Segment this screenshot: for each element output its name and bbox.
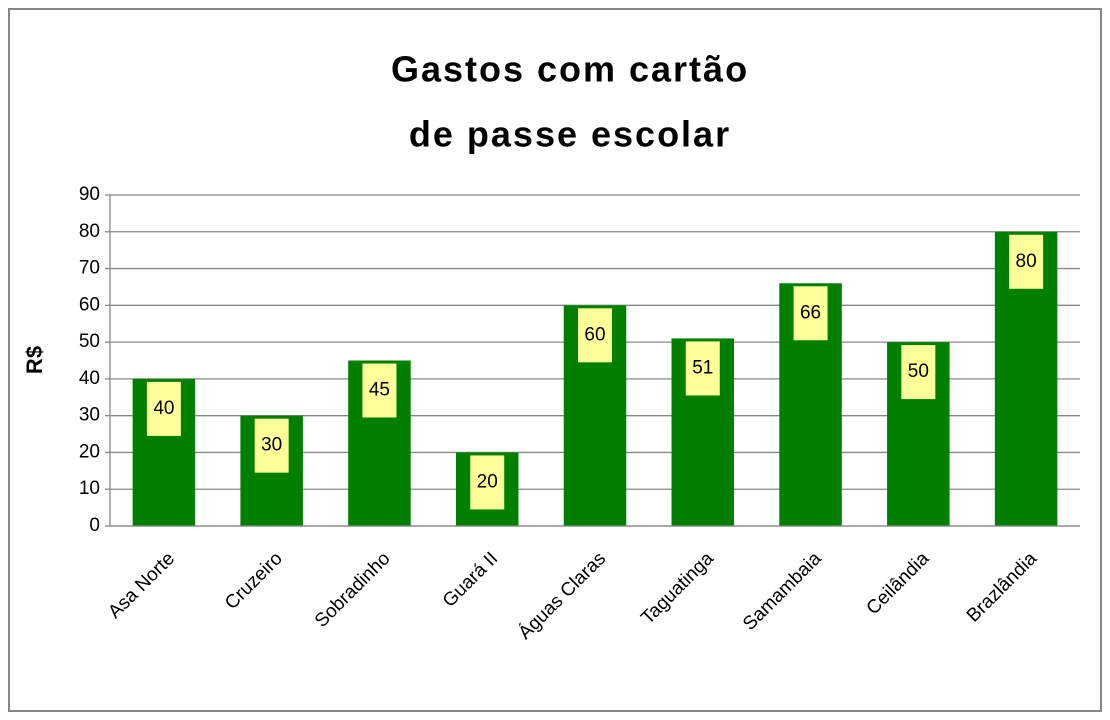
data-label: 60 — [584, 324, 605, 345]
data-label: 30 — [261, 435, 282, 456]
y-tick-label: 20 — [79, 441, 100, 462]
y-tick-label: 40 — [79, 368, 100, 389]
y-tick-label: 30 — [79, 405, 100, 426]
y-tick-label: 80 — [79, 221, 100, 242]
data-label-box — [146, 381, 181, 436]
y-axis-label: R$ — [22, 346, 47, 374]
y-tick-label: 70 — [79, 258, 100, 279]
data-label: 80 — [1016, 251, 1037, 272]
data-label-box — [578, 308, 612, 363]
data-label-box — [1009, 234, 1044, 289]
chart-title: de passe escolar — [409, 114, 731, 155]
data-label: 20 — [477, 471, 498, 492]
data-label: 66 — [800, 302, 821, 323]
y-tick-label: 0 — [89, 515, 100, 536]
chart-title: Gastos com cartão — [391, 49, 749, 90]
data-label-box — [685, 341, 720, 396]
data-label-box — [254, 418, 289, 473]
y-tick-label: 50 — [79, 331, 100, 352]
data-label: 45 — [369, 380, 390, 401]
y-tick-label: 90 — [79, 184, 100, 205]
data-label: 40 — [153, 398, 174, 419]
y-tick-label: 60 — [79, 294, 100, 315]
y-tick-label: 10 — [79, 478, 100, 499]
data-label: 50 — [908, 361, 929, 382]
data-label-box — [901, 345, 936, 400]
data-label: 51 — [692, 357, 713, 378]
data-label-box — [362, 363, 397, 418]
data-label-box — [470, 455, 505, 510]
data-label-box — [793, 286, 828, 341]
